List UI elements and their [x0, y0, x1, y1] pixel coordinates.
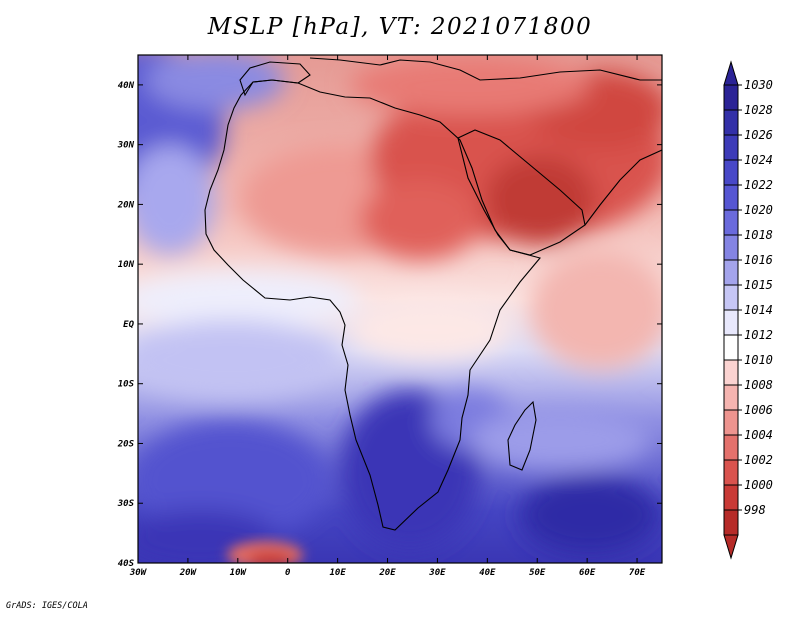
colorbar-label: 1010: [744, 353, 773, 367]
colorbar-swatch: [724, 410, 738, 436]
x-tick-label: 70E: [629, 568, 646, 578]
colorbar-label: 1002: [744, 453, 773, 467]
madagascar-coastline: [507, 400, 537, 471]
colorbar-label: 1018: [744, 228, 773, 242]
colorbar-swatch: [724, 235, 738, 261]
colorbar-swatch: [724, 360, 738, 386]
colorbar: 1030 1028 1026 1024 1022 1020 1018 1016 1015 1014…: [723, 60, 773, 560]
colorbar-label: 1014: [744, 303, 773, 317]
colorbar-swatch: [724, 460, 738, 486]
colorbar-label: 1026: [744, 128, 773, 142]
colorbar-bottom-arrow: [723, 534, 739, 560]
colorbar-label: 1006: [744, 403, 773, 417]
colorbar-swatch: [724, 110, 738, 136]
pressure-field: [138, 55, 662, 563]
colorbar-swatch: [724, 510, 738, 536]
colorbar-swatch: [724, 310, 738, 336]
colorbar-label: 1000: [744, 478, 773, 492]
x-axis: 30W 20W 10W 0 10E 20E 30E 40E 50E 60E 70E: [129, 55, 646, 578]
y-tick-label: 10S: [118, 380, 135, 390]
colorbar-label: 1015: [744, 278, 773, 292]
colorbar-label: 1028: [744, 103, 773, 117]
y-tick-label: 20S: [117, 439, 135, 449]
colorbar-swatch: [724, 335, 738, 361]
y-tick-label: 10N: [118, 260, 135, 270]
colorbar-label: 1030: [744, 78, 773, 92]
map-title: MSLP [hPa], VT: 2021071800: [207, 14, 593, 40]
colorbar-swatch: [724, 285, 738, 311]
y-tick-label: 40N: [118, 81, 135, 91]
europe-coastline: [309, 57, 662, 81]
coastlines: [204, 57, 662, 531]
colorbar-swatch: [724, 385, 738, 411]
colorbar-label: 1012: [744, 328, 773, 342]
colorbar-label: 1020: [744, 203, 773, 217]
colorbar-label: 1024: [744, 153, 773, 167]
y-tick-label: 30N: [117, 141, 135, 151]
y-tick-label: EQ: [123, 320, 134, 330]
colorbar-label: 1016: [744, 253, 773, 267]
asia-coastline: [584, 149, 662, 226]
colorbar-swatch: [724, 260, 738, 286]
x-tick-label: 0: [285, 568, 291, 578]
y-tick-label: 30S: [117, 499, 135, 509]
colorbar-swatch: [724, 185, 738, 211]
colorbar-label: 998: [744, 503, 766, 517]
y-tick-label: 20N: [117, 200, 135, 210]
y-tick-label: 40S: [118, 559, 135, 569]
x-tick-label: 30W: [129, 568, 148, 578]
africa-coastline: [204, 79, 541, 531]
colorbar-swatch: [724, 160, 738, 186]
arabia-coastline: [457, 129, 586, 256]
x-tick-label: 30E: [428, 568, 446, 578]
y-axis: 40N 30N 20N 10N EQ 10S 20S 30S 40S: [117, 81, 662, 569]
map-frame: [137, 54, 663, 564]
colorbar-label: 1004: [744, 428, 773, 442]
colorbar-label: 1008: [744, 378, 773, 392]
colorbar-swatch: [724, 210, 738, 236]
colorbar-label: 1022: [744, 178, 773, 192]
grads-credit: GrADS: IGES/COLA: [6, 601, 88, 611]
iberia-coastline: [239, 61, 311, 97]
colorbar-top-arrow: [723, 60, 739, 86]
colorbar-swatch: [724, 85, 738, 111]
colorbar-swatch: [724, 485, 738, 511]
colorbar-swatch: [724, 435, 738, 461]
x-tick-label: 60E: [579, 568, 596, 578]
x-tick-label: 10W: [230, 568, 248, 578]
x-tick-label: 20W: [179, 568, 198, 578]
x-tick-label: 10E: [329, 568, 346, 578]
x-tick-label: 40E: [479, 568, 496, 578]
x-tick-label: 50E: [529, 568, 546, 578]
x-tick-label: 20E: [378, 568, 396, 578]
colorbar-swatch: [724, 135, 738, 161]
